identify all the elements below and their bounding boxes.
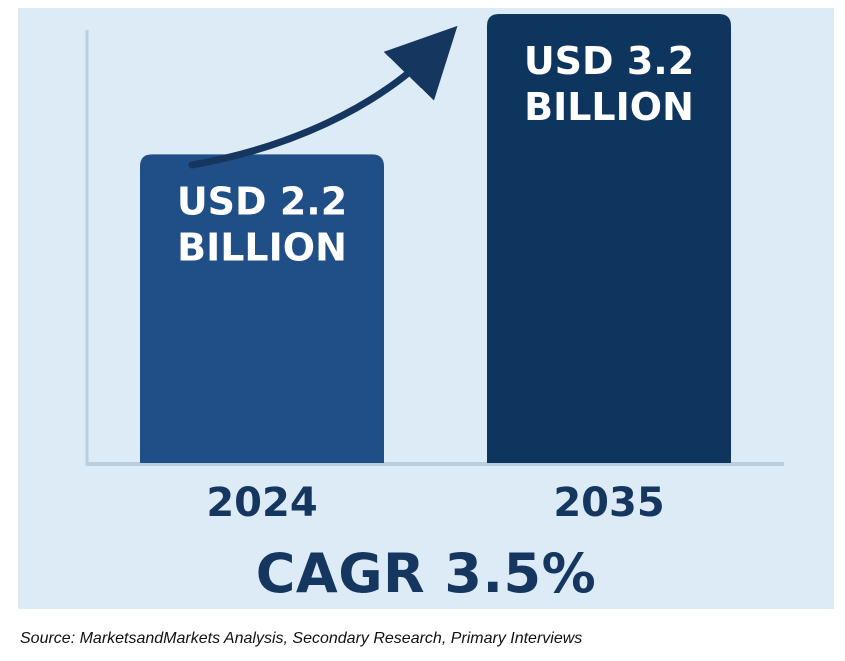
source-note: Source: MarketsandMarkets Analysis, Seco… [20,630,583,647]
bar-2024 [140,154,384,463]
x-tick-labels: 2024 2035 [206,480,664,526]
trend-arrow-icon [188,25,458,169]
cagr-label: CAGR 3.5% [255,542,597,605]
bar-value-label-2035-line1: USD 3.2 [524,39,694,83]
bar-value-label-2024-line2: BILLION [177,225,347,269]
x-tick-2024: 2024 [206,480,317,526]
bar-2035 [487,14,731,463]
bar-value-label-2024-line1: USD 2.2 [177,179,347,223]
bar-value-label-2035-line2: BILLION [524,85,694,129]
x-tick-2035: 2035 [553,480,664,526]
